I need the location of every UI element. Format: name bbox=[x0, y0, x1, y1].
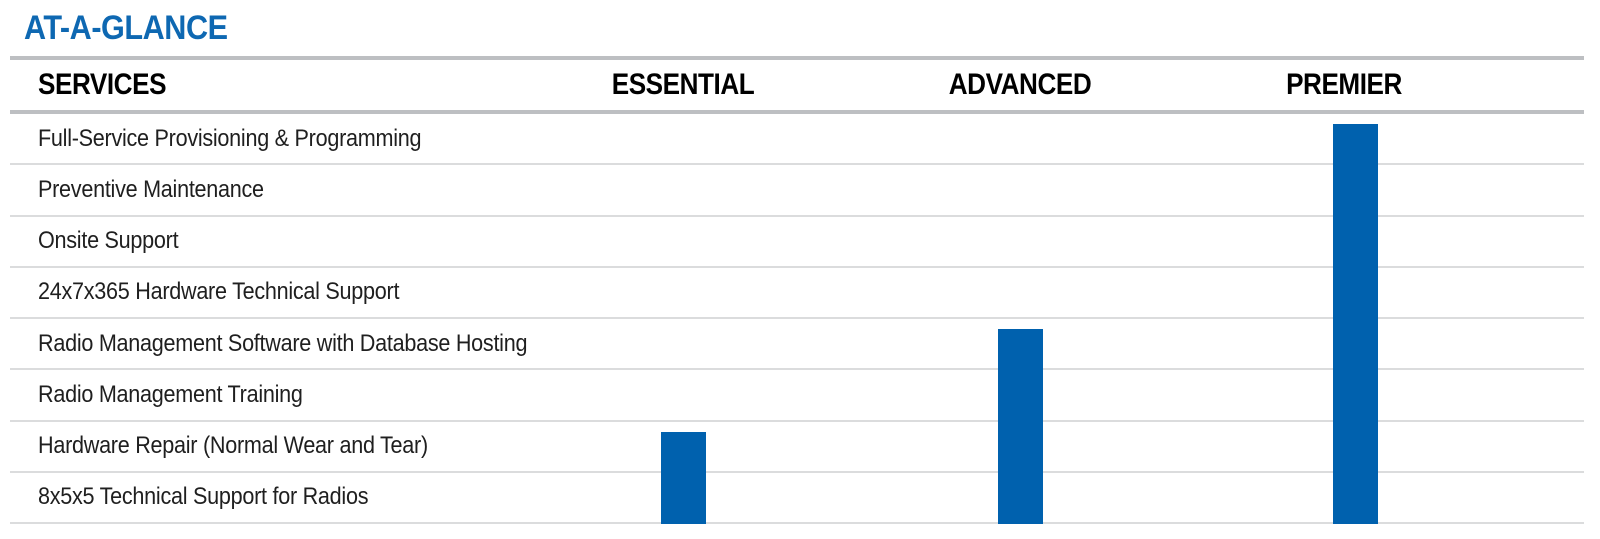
service-label: Hardware Repair (Normal Wear and Tear) bbox=[38, 432, 428, 460]
service-label: 24x7x365 Hardware Technical Support bbox=[38, 278, 400, 306]
service-label: Full-Service Provisioning & Programming bbox=[38, 124, 422, 152]
service-row: 24x7x365 Hardware Technical Support bbox=[10, 268, 1584, 319]
service-label: Radio Management Software with Database … bbox=[38, 329, 528, 357]
service-label: Onsite Support bbox=[38, 227, 179, 255]
column-header-advanced: ADVANCED bbox=[948, 68, 1092, 101]
service-row: Hardware Repair (Normal Wear and Tear) bbox=[10, 422, 1584, 473]
column-header-services: SERVICES bbox=[38, 68, 167, 101]
column-header-premier: PREMIER bbox=[1286, 68, 1402, 101]
service-row: Radio Management Software with Database … bbox=[10, 319, 1584, 371]
service-row: Radio Management Training bbox=[10, 370, 1584, 422]
page-title: AT-A-GLANCE bbox=[24, 10, 250, 46]
service-label: Preventive Maintenance bbox=[38, 175, 264, 203]
service-label: 8x5x5 Technical Support for Radios bbox=[38, 483, 369, 511]
service-row: Preventive Maintenance bbox=[10, 165, 1584, 217]
page-title-text: AT-A-GLANCE bbox=[24, 9, 228, 47]
service-row: Onsite Support bbox=[10, 217, 1584, 268]
header-divider bbox=[10, 110, 1584, 114]
top-divider bbox=[10, 56, 1584, 60]
column-header-essential: ESSENTIAL bbox=[611, 68, 755, 101]
tier-bar-premier bbox=[1333, 124, 1378, 524]
service-label: Radio Management Training bbox=[38, 380, 303, 408]
services-list: Full-Service Provisioning & Programming P… bbox=[10, 114, 1584, 524]
service-row: Full-Service Provisioning & Programming bbox=[10, 114, 1584, 166]
tier-bar-advanced bbox=[998, 329, 1043, 524]
tier-bar-essential bbox=[661, 431, 706, 524]
service-row: 8x5x5 Technical Support for Radios bbox=[10, 473, 1584, 524]
